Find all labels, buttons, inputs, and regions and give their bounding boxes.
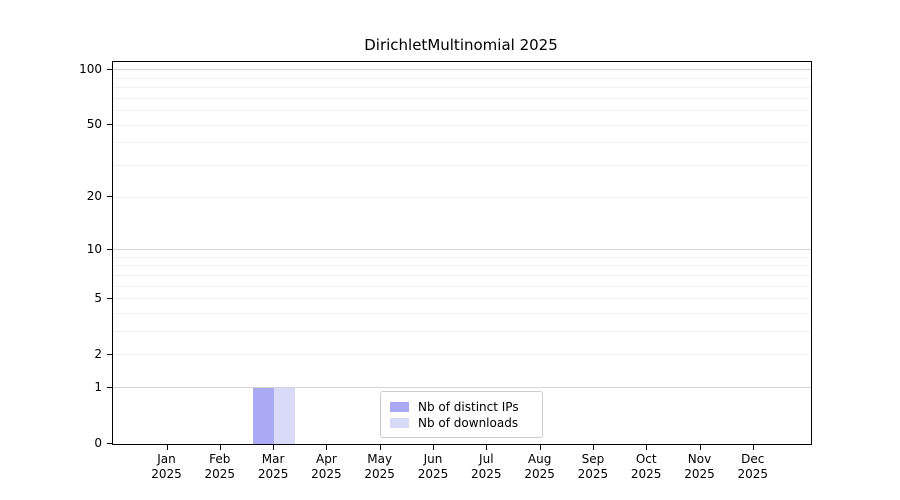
x-axis-tick bbox=[433, 445, 434, 450]
y-tick-label: 0 bbox=[94, 436, 102, 450]
x-tick-label: Oct 2025 bbox=[630, 452, 662, 481]
y-axis-tick bbox=[107, 353, 113, 355]
minor-gridline bbox=[113, 312, 811, 314]
chart-title: DirichletMultinomial 2025 bbox=[364, 36, 558, 54]
x-axis-tick bbox=[326, 445, 328, 450]
x-axis-tick bbox=[699, 445, 701, 450]
y-axis-tick bbox=[107, 124, 113, 126]
bar-distinct-ips bbox=[253, 387, 275, 444]
x-tick-label: Feb 2025 bbox=[204, 452, 236, 481]
x-axis-tick bbox=[273, 445, 275, 450]
minor-gridline bbox=[113, 196, 811, 198]
x-axis-tick bbox=[592, 445, 594, 450]
x-tick-label: Aug 2025 bbox=[524, 452, 555, 481]
minor-gridline bbox=[113, 142, 811, 144]
x-axis-tick bbox=[166, 445, 168, 450]
y-axis-tick bbox=[107, 248, 113, 250]
y-axis-tick bbox=[107, 68, 113, 70]
legend-swatch-distinct-ips bbox=[390, 402, 409, 412]
minor-gridline bbox=[113, 256, 811, 258]
x-axis-tick bbox=[539, 445, 541, 450]
major-gridline bbox=[113, 69, 811, 71]
minor-gridline bbox=[113, 285, 811, 287]
legend-label-downloads: Nb of downloads bbox=[418, 416, 519, 430]
major-gridline bbox=[113, 387, 811, 389]
y-axis-tick bbox=[107, 443, 113, 444]
legend-label-distinct-ips: Nb of distinct IPs bbox=[418, 400, 519, 414]
minor-gridline bbox=[113, 331, 811, 333]
x-tick-label: Apr 2025 bbox=[311, 452, 342, 481]
legend-entry-downloads: Nb of downloads bbox=[390, 415, 533, 431]
x-tick-label: Jun 2025 bbox=[417, 452, 449, 481]
x-tick-label: Mar 2025 bbox=[257, 452, 289, 481]
y-tick-label: 100 bbox=[79, 61, 102, 76]
x-tick-label: Jan 2025 bbox=[151, 452, 182, 481]
minor-gridline bbox=[113, 124, 811, 126]
legend: Nb of distinct IPs Nb of downloads bbox=[380, 391, 543, 438]
y-tick-label: 50 bbox=[86, 117, 102, 132]
x-axis-tick bbox=[646, 445, 648, 450]
y-axis-tick bbox=[107, 196, 113, 198]
y-tick-label: 5 bbox=[94, 290, 102, 305]
y-axis-tick bbox=[107, 297, 113, 299]
legend-swatch-downloads bbox=[390, 418, 409, 428]
minor-gridline bbox=[113, 97, 811, 99]
plot-area bbox=[112, 61, 812, 445]
minor-gridline bbox=[113, 87, 811, 89]
minor-gridline bbox=[113, 265, 811, 267]
bar-downloads bbox=[274, 387, 296, 444]
x-axis-tick bbox=[752, 445, 754, 450]
minor-gridline bbox=[113, 274, 811, 276]
major-gridline bbox=[113, 249, 811, 250]
minor-gridline bbox=[113, 298, 811, 300]
minor-gridline bbox=[113, 164, 811, 166]
y-tick-label: 2 bbox=[94, 346, 102, 361]
y-tick-label: 20 bbox=[86, 189, 102, 204]
x-tick-label: May 2025 bbox=[364, 452, 395, 481]
y-axis-tick bbox=[107, 386, 113, 388]
y-tick-label: 1 bbox=[94, 379, 102, 394]
x-tick-label: Dec 2025 bbox=[737, 452, 769, 481]
minor-gridline bbox=[113, 77, 811, 79]
x-tick-label: Jul 2025 bbox=[471, 452, 502, 481]
minor-gridline bbox=[113, 110, 811, 112]
x-axis-tick bbox=[379, 445, 381, 450]
legend-entry-distinct-ips: Nb of distinct IPs bbox=[390, 399, 533, 415]
x-axis-tick bbox=[219, 445, 221, 450]
minor-gridline bbox=[113, 354, 811, 356]
x-tick-label: Nov 2025 bbox=[684, 452, 715, 481]
x-tick-label: Sep 2025 bbox=[577, 452, 609, 481]
y-tick-label: 10 bbox=[86, 241, 102, 256]
x-axis-tick bbox=[486, 445, 488, 450]
